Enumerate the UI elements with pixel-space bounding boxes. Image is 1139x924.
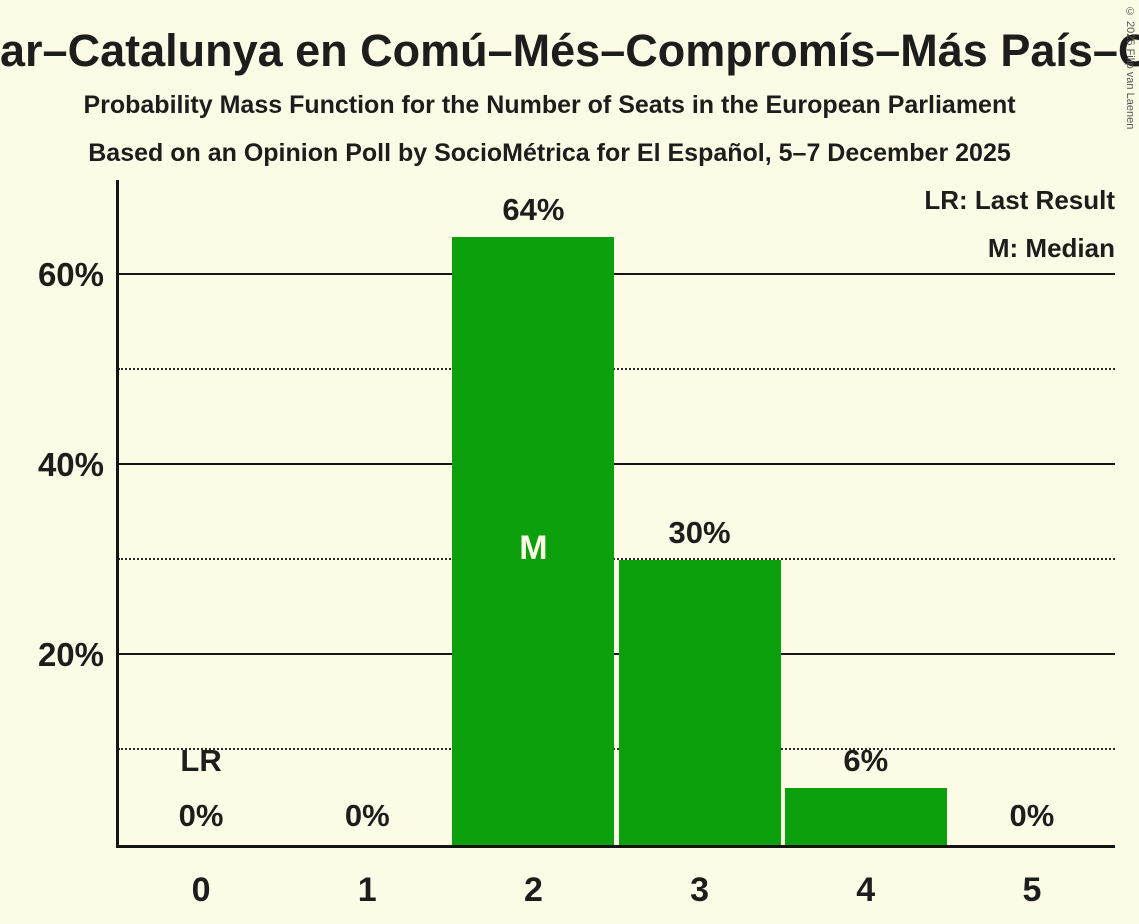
y-axis-label-40: 40%: [37, 446, 104, 483]
x-axis-label-5: 5: [1022, 871, 1042, 909]
bar-seats-2: [452, 237, 615, 845]
gridline-solid-60: [118, 273, 1115, 275]
plot-area: 0% 0% 64% 30% 6% 0% M LR: [118, 180, 1115, 845]
last-result-marker: LR: [180, 743, 222, 778]
gridline-solid-20: [118, 653, 1115, 655]
x-axis-label-2: 2: [523, 871, 543, 909]
x-axis-labels: 0 1 2 3 4 5: [118, 870, 1115, 914]
legend-median: M: Median: [987, 233, 1115, 263]
y-axis-label-60: 60%: [37, 256, 104, 293]
gridline-dotted-10: [118, 748, 1115, 750]
chart-subtitle-2: Based on an Opinion Poll by SocioMétrica…: [88, 139, 1011, 167]
copyright-text: © 2025 Filip van Laenen: [1124, 6, 1136, 130]
legend: LR: Last Result M: Median: [924, 184, 1115, 264]
x-axis-label-0: 0: [191, 871, 211, 909]
median-marker: M: [519, 529, 548, 567]
bar-value-label-0: 0%: [178, 798, 224, 833]
x-axis-label-3: 3: [690, 871, 710, 909]
bar-value-label-5: 0%: [1009, 798, 1055, 833]
y-axis-label-20: 20%: [37, 636, 104, 673]
bar-value-label-3: 30%: [668, 515, 731, 550]
y-axis-line: [116, 180, 119, 847]
chart-subtitle-1: Probability Mass Function for the Number…: [83, 91, 1016, 119]
x-axis-line: [116, 845, 1115, 848]
bar-value-label-4: 6%: [843, 743, 889, 778]
bar-seats-4: [784, 788, 947, 845]
x-axis-label-4: 4: [856, 871, 876, 909]
bar-seats-3: [618, 560, 781, 845]
gridline-dotted-50: [118, 368, 1115, 370]
bar-value-label-2: 64%: [502, 192, 565, 227]
gridline-dotted-30: [118, 558, 1115, 560]
gridline-solid-40: [118, 463, 1115, 465]
chart-title: ar–Catalunya en Comú–Més–Compromís–Más P…: [0, 25, 1139, 76]
bar-value-label-1: 0%: [344, 798, 390, 833]
x-axis-label-1: 1: [357, 871, 377, 909]
legend-last-result: LR: Last Result: [924, 185, 1115, 215]
